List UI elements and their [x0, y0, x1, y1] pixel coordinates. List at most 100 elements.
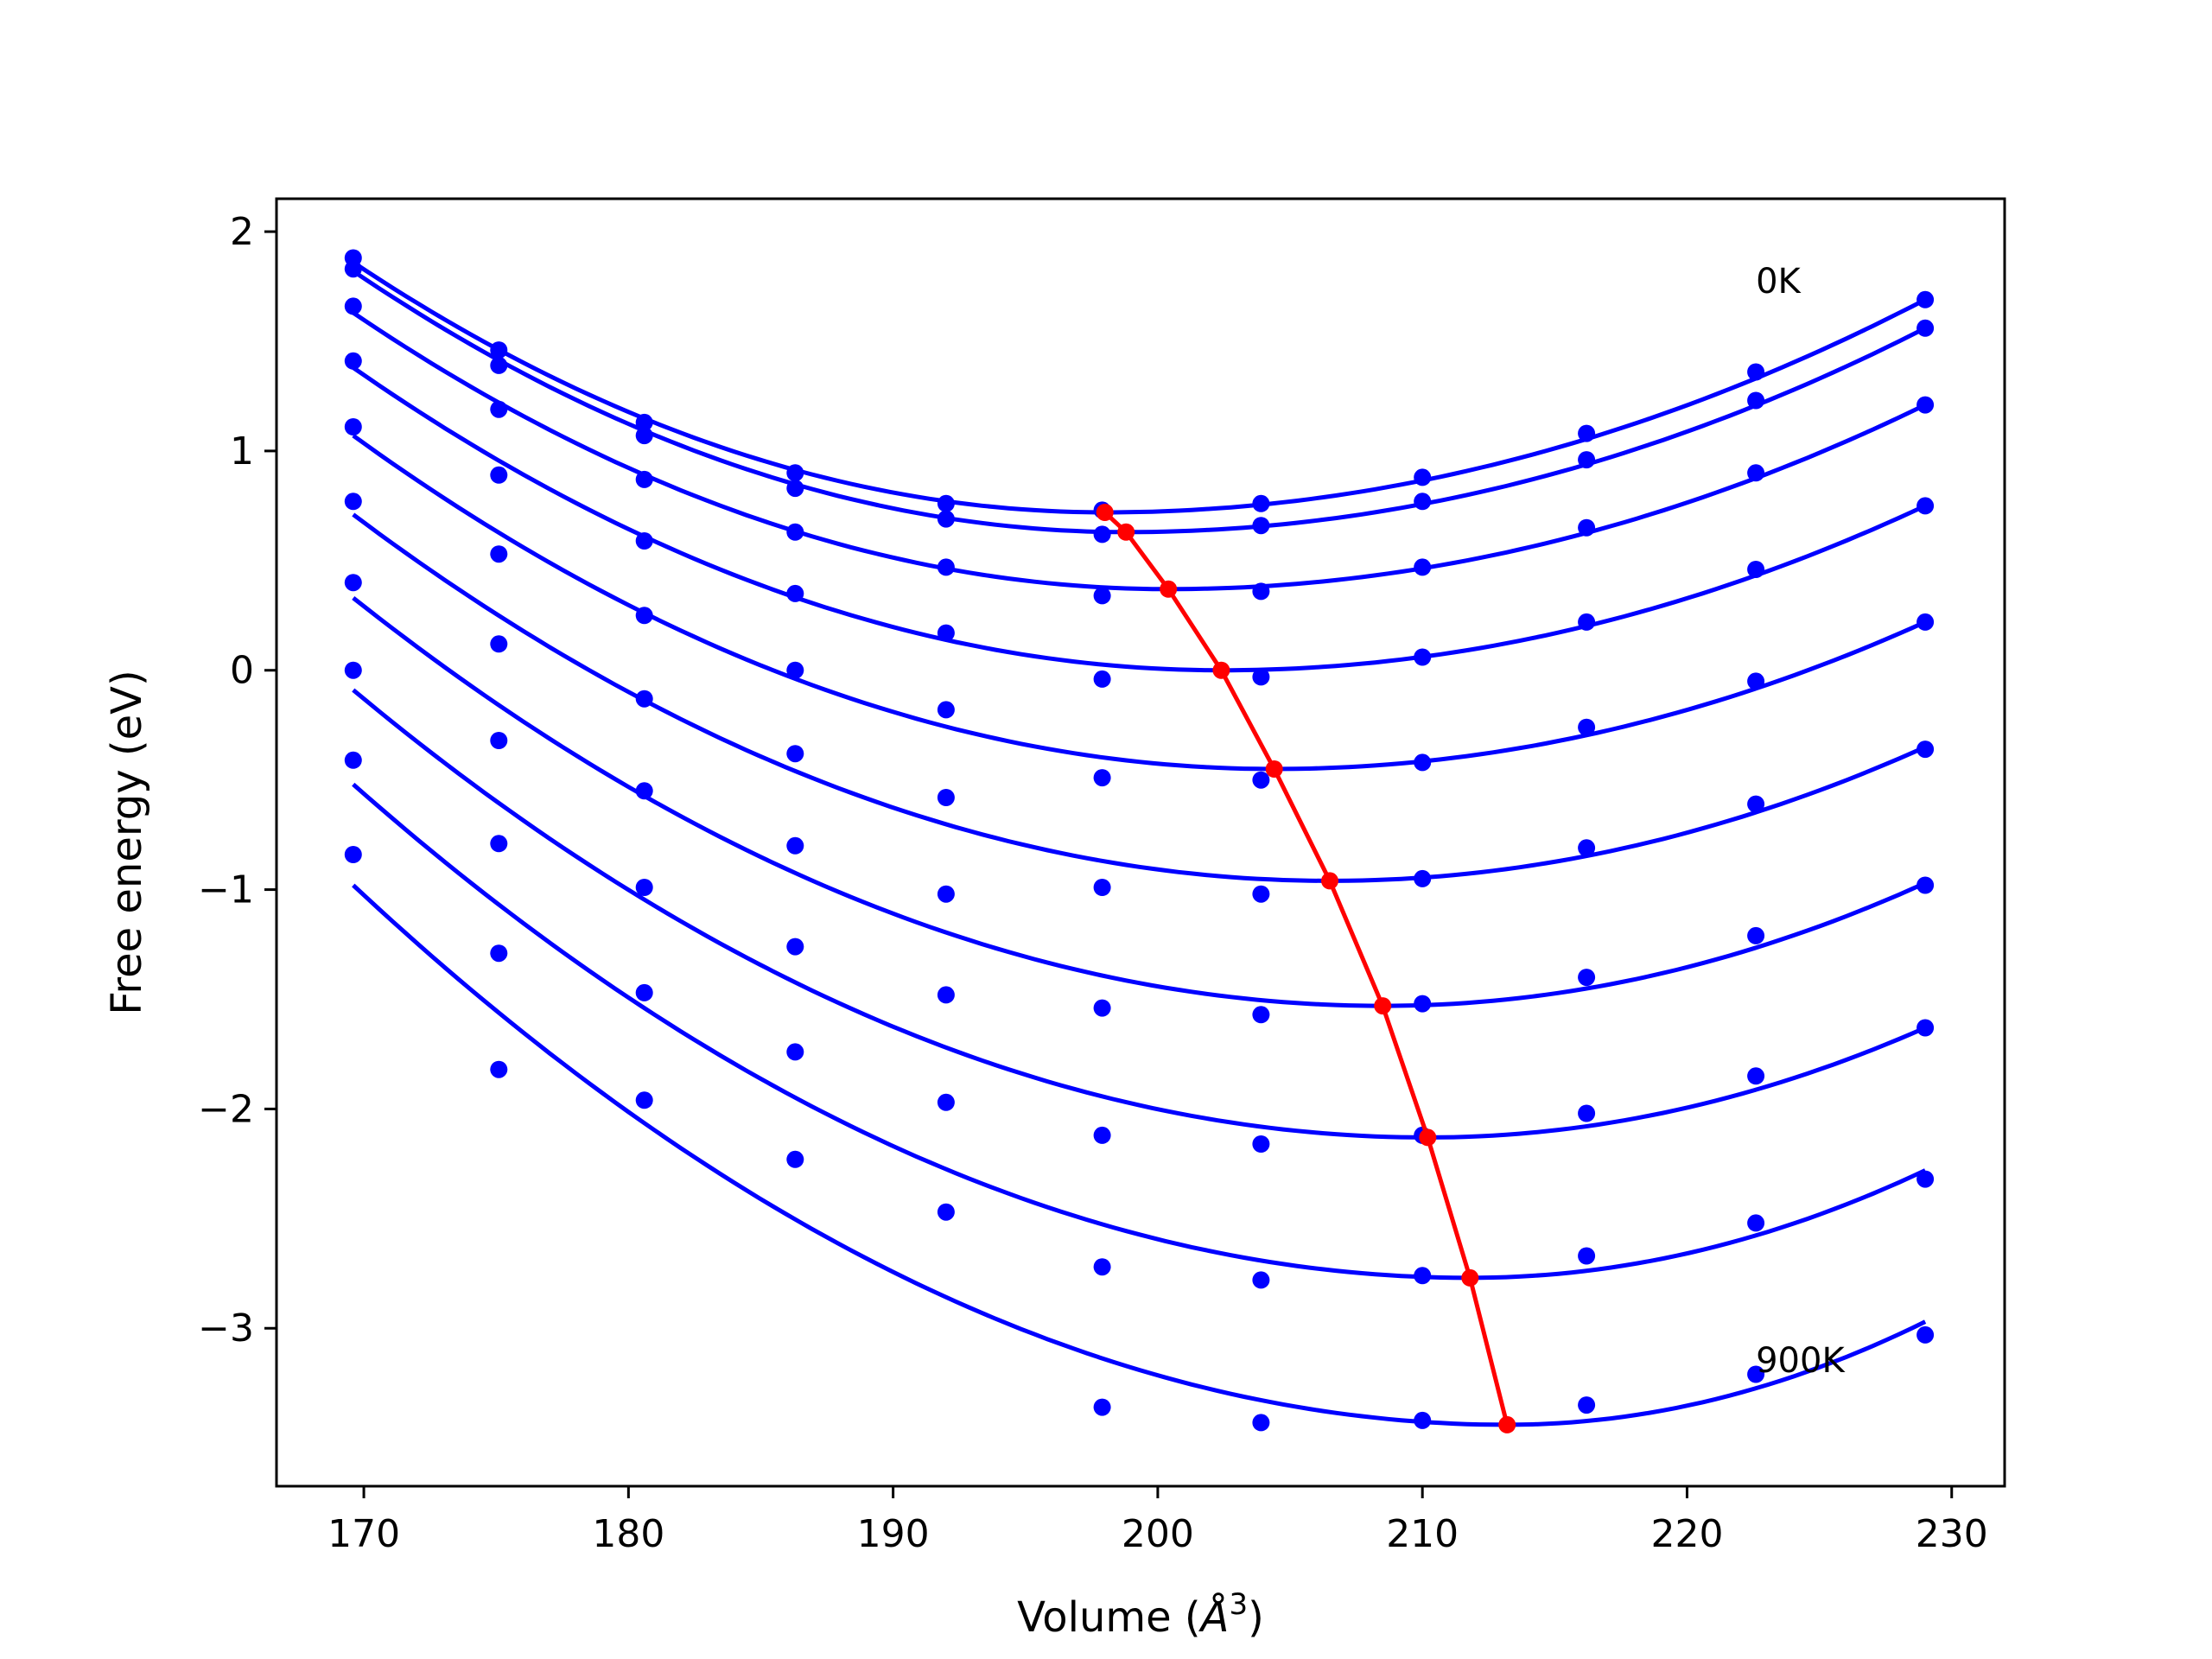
data-point-s7-8 — [1578, 1104, 1596, 1122]
fit-curve-3 — [352, 365, 1927, 673]
data-point-s5-10 — [1916, 741, 1935, 759]
data-point-s4-2 — [635, 607, 653, 625]
minimum-point-5 — [1321, 872, 1338, 890]
data-point-s7-2 — [635, 879, 653, 896]
x-tick-label-220: 220 — [1650, 1512, 1723, 1556]
data-point-s8-10 — [1916, 1170, 1935, 1188]
data-point-s6-2 — [635, 782, 653, 800]
data-point-s2-2 — [635, 470, 653, 488]
x-tick-label-210: 210 — [1386, 1512, 1459, 1556]
data-point-s3-2 — [635, 532, 653, 550]
x-axis-ticks: 170 180 190 200 210 220 230 — [327, 1486, 1988, 1556]
minimum-point-6 — [1374, 997, 1392, 1015]
fit-curve-1 — [352, 269, 1927, 535]
data-point-s2-7 — [1414, 558, 1432, 576]
data-point-s2-3 — [786, 523, 804, 541]
minimum-point-2 — [1160, 580, 1178, 598]
data-point-s4-9 — [1747, 672, 1765, 690]
data-point-s0-9 — [1747, 363, 1765, 381]
data-point-s8-2 — [635, 983, 653, 1001]
data-point-s8-4 — [937, 1093, 955, 1111]
data-point-s5-2 — [635, 690, 653, 708]
data-point-s9-3 — [786, 1150, 804, 1168]
fit-curve-9 — [352, 883, 1927, 1427]
data-point-s8-3 — [786, 1043, 804, 1061]
fit-curve-2 — [352, 310, 1927, 592]
minima-line — [1103, 511, 1510, 1426]
data-point-s6-0 — [344, 574, 362, 592]
data-point-s3-9 — [1747, 561, 1765, 578]
data-point-s8-6 — [1252, 1271, 1270, 1289]
data-point-s9-1 — [490, 1060, 508, 1078]
minimum-point-4 — [1265, 760, 1283, 778]
data-point-s9-9 — [1747, 1365, 1765, 1383]
annotation-0: 0K — [1756, 262, 1802, 302]
data-point-s3-8 — [1578, 613, 1596, 631]
data-point-s0-2 — [635, 413, 653, 431]
data-point-s3-3 — [786, 584, 804, 602]
data-point-s7-1 — [490, 835, 508, 853]
data-point-s6-6 — [1252, 1006, 1270, 1024]
minimum-point-0 — [1096, 504, 1114, 521]
data-point-s4-5 — [1093, 769, 1111, 787]
data-point-s2-9 — [1747, 464, 1765, 482]
data-point-s6-10 — [1916, 876, 1935, 894]
data-point-s3-1 — [490, 466, 508, 484]
data-point-s1-4 — [937, 510, 955, 528]
data-point-s1-10 — [1916, 319, 1935, 337]
data-point-s7-3 — [786, 938, 804, 956]
data-point-s0-3 — [786, 464, 804, 482]
data-point-s9-0 — [344, 846, 362, 863]
fit-curve-5 — [352, 512, 1927, 883]
data-point-s5-5 — [1093, 879, 1111, 896]
data-point-s9-10 — [1916, 1325, 1935, 1344]
data-point-s2-5 — [1093, 587, 1111, 605]
data-point-s4-4 — [937, 701, 955, 719]
fit-curve-7 — [352, 688, 1927, 1140]
data-point-s9-7 — [1414, 1411, 1432, 1429]
data-point-s4-10 — [1916, 613, 1935, 631]
data-point-s1-1 — [490, 356, 508, 374]
data-point-s0-6 — [1252, 494, 1270, 512]
data-point-s8-8 — [1578, 1247, 1596, 1265]
data-point-s7-4 — [937, 986, 955, 1004]
data-point-s4-6 — [1252, 771, 1270, 789]
data-point-s8-1 — [490, 944, 508, 963]
data-point-s1-7 — [1414, 493, 1432, 511]
data-point-s5-4 — [937, 789, 955, 806]
data-point-s5-0 — [344, 493, 362, 511]
fit-curves — [352, 260, 1927, 1427]
data-point-s2-8 — [1578, 518, 1596, 537]
data-point-s6-9 — [1747, 926, 1765, 944]
data-point-s2-0 — [344, 297, 362, 315]
fit-curve-0 — [352, 260, 1927, 515]
x-tick-label-230: 230 — [1916, 1512, 1988, 1556]
data-point-s5-7 — [1414, 869, 1432, 887]
data-point-s9-6 — [1252, 1414, 1270, 1432]
data-point-s1-8 — [1578, 451, 1596, 469]
data-point-s2-1 — [490, 400, 508, 418]
data-point-s9-8 — [1578, 1396, 1596, 1414]
data-point-s1-6 — [1252, 517, 1270, 535]
minimum-point-3 — [1212, 661, 1230, 679]
y-tick-label-4: −2 — [198, 1087, 254, 1131]
data-point-s4-1 — [490, 545, 508, 563]
data-point-s2-4 — [937, 558, 955, 576]
x-tick-label-170: 170 — [327, 1512, 400, 1556]
data-point-s4-0 — [344, 418, 362, 435]
fit-curve-8 — [352, 782, 1927, 1281]
data-point-s7-6 — [1252, 1135, 1270, 1153]
x-tick-label-190: 190 — [857, 1512, 930, 1556]
data-point-s5-3 — [786, 745, 804, 763]
minimum-point-1 — [1117, 523, 1135, 541]
data-point-s7-9 — [1747, 1067, 1765, 1085]
y-tick-label-3: −1 — [198, 868, 254, 912]
data-point-s6-7 — [1414, 995, 1432, 1013]
data-point-s0-1 — [490, 341, 508, 359]
y-axis-label: Free energy (eV) — [103, 670, 151, 1014]
data-point-s8-0 — [344, 751, 362, 769]
data-point-s6-5 — [1093, 999, 1111, 1017]
data-point-s3-5 — [1093, 670, 1111, 688]
data-point-s9-2 — [635, 1091, 653, 1109]
